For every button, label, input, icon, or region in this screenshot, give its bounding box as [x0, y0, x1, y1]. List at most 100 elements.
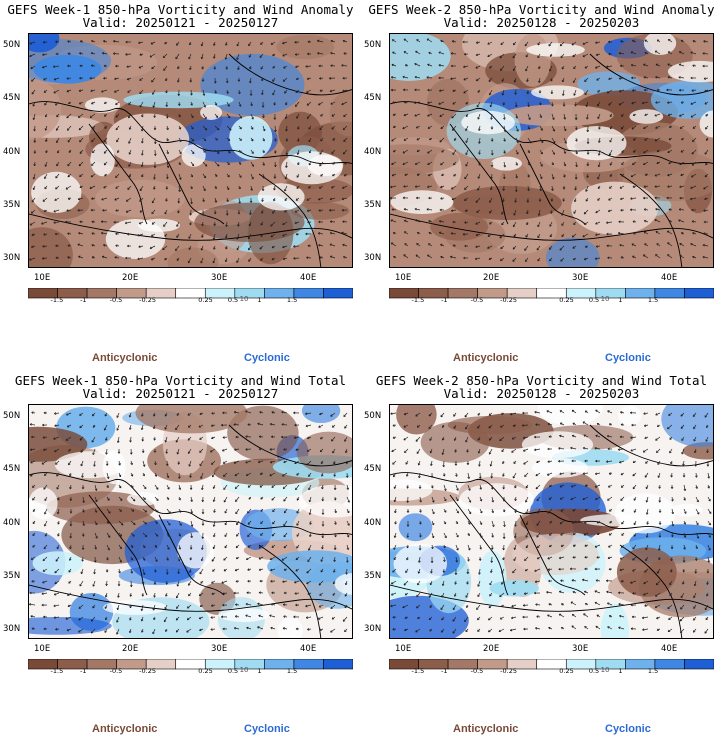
wind-vector-head — [236, 43, 239, 47]
wind-vector — [680, 592, 685, 598]
wind-vector-head — [512, 424, 516, 427]
wind-vector-head — [43, 546, 47, 550]
wind-vector-head — [606, 434, 610, 438]
wind-vector-head — [708, 523, 711, 526]
wind-vector-head — [320, 139, 323, 142]
wind-vector-head — [692, 630, 696, 633]
wind-vector — [214, 161, 220, 167]
wind-vector-head — [523, 462, 526, 465]
wind-vector — [703, 209, 709, 212]
wind-vector-head — [655, 231, 658, 234]
wind-vector-head — [189, 547, 193, 550]
colorbar-label: -1 — [80, 296, 87, 304]
wind-vector — [704, 412, 709, 418]
wind-vector-head — [283, 568, 287, 571]
wind-vector — [443, 496, 447, 502]
wind-vector-head — [262, 115, 265, 118]
wind-vector-head — [559, 472, 562, 476]
wind-vector-head — [655, 594, 658, 597]
wind-vector-head — [283, 510, 287, 514]
wind-vector — [575, 185, 577, 191]
wind-vector-head — [606, 460, 609, 463]
wind-vector-head — [129, 440, 132, 443]
wind-vector-head — [117, 451, 121, 454]
wind-vector-head — [416, 451, 420, 454]
wind-vector — [249, 221, 252, 227]
wind-vector — [176, 604, 180, 609]
wind-vector — [692, 412, 697, 417]
wind-vector — [475, 233, 481, 236]
wind-vector — [139, 89, 144, 94]
wind-vector-head — [347, 523, 350, 526]
wind-vector-head — [501, 212, 504, 215]
wind-vector-head — [573, 199, 577, 203]
wind-vector-head — [512, 68, 516, 72]
wind-vector-head — [104, 606, 108, 609]
wind-vector-head — [526, 200, 530, 203]
wind-vector-head — [68, 558, 72, 561]
wind-vector — [346, 520, 350, 526]
wind-vector-head — [269, 460, 273, 464]
wind-vector-head — [597, 153, 601, 156]
wind-vector-head — [643, 196, 646, 200]
wind-vector-head — [540, 152, 543, 155]
wind-vector-head — [561, 79, 565, 83]
wind-vector-head — [332, 581, 336, 585]
wind-vector-head — [221, 581, 224, 584]
wind-vector-head — [490, 164, 494, 167]
wind-vector — [224, 532, 228, 537]
wind-vector-head — [201, 523, 205, 526]
coastline — [519, 514, 586, 596]
wind-vector — [245, 436, 252, 438]
wind-vector-head — [342, 76, 345, 80]
wind-vector — [402, 604, 409, 609]
wind-vector-head — [584, 459, 587, 463]
wind-vector — [166, 448, 168, 454]
wind-vector-head — [403, 88, 406, 92]
wind-vector-head — [41, 462, 44, 465]
wind-vector-head — [30, 557, 34, 560]
wind-vector — [690, 185, 697, 189]
wind-vector-head — [32, 533, 35, 537]
wind-vector-head — [329, 197, 332, 201]
wind-vector — [693, 592, 697, 598]
wind-vector — [607, 626, 613, 630]
wind-vector-head — [65, 438, 69, 441]
wind-vector-head — [452, 619, 455, 622]
wind-vector-head — [633, 498, 636, 501]
wind-vector-head — [582, 472, 586, 475]
wind-vector-head — [488, 617, 491, 621]
wind-vector — [537, 233, 541, 238]
wind-vector-head — [212, 524, 216, 527]
wind-vector-head — [608, 472, 612, 475]
wind-vector-head — [666, 230, 670, 234]
wind-vector-head — [140, 608, 144, 612]
wind-vector — [200, 472, 204, 479]
wind-vector-head — [167, 547, 170, 550]
wind-vector-head — [478, 128, 481, 131]
wind-vector-head — [306, 90, 309, 93]
wind-vector — [465, 125, 469, 131]
wind-vector — [582, 233, 589, 238]
wind-vector — [94, 484, 97, 491]
wind-vector-head — [190, 511, 194, 514]
wind-vector — [575, 149, 578, 155]
wind-vector-head — [114, 256, 117, 259]
wind-vector-head — [333, 462, 336, 465]
wind-vector-head — [128, 152, 132, 155]
wind-vector — [308, 137, 312, 142]
wind-vector-head — [524, 474, 527, 478]
wind-vector-head — [308, 174, 311, 178]
wind-vector-head — [212, 56, 216, 59]
wind-vector — [597, 113, 601, 119]
wind-vector — [490, 460, 493, 467]
wind-vector — [572, 53, 577, 58]
wind-vector-head — [282, 603, 286, 606]
wind-vector-head — [527, 163, 531, 166]
wind-vector-head — [29, 448, 33, 451]
wind-vector-head — [42, 580, 45, 584]
wind-vector — [643, 412, 649, 415]
wind-vector-head — [621, 533, 624, 536]
wind-vector — [45, 125, 48, 131]
wind-vector-head — [67, 174, 70, 178]
